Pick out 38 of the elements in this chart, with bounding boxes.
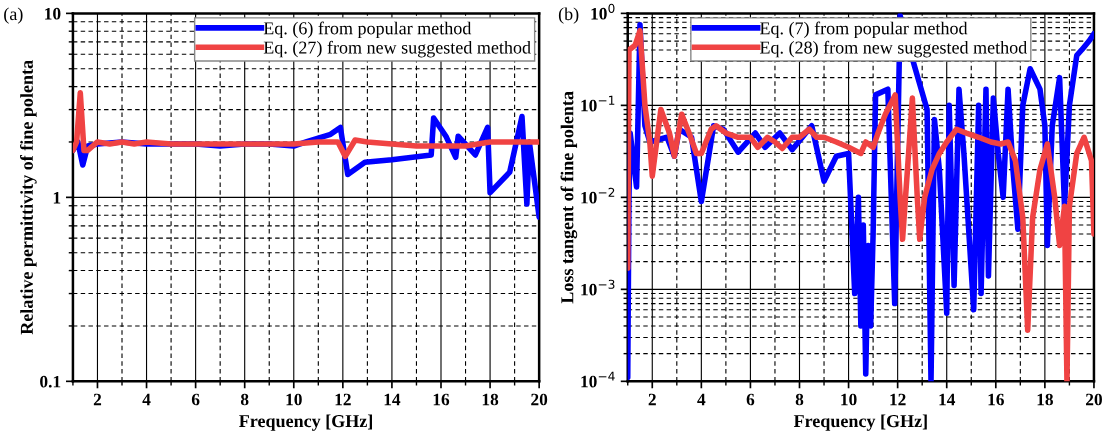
x-tick-label: 10 bbox=[286, 393, 302, 406]
legend-label: Eq. (27) from new suggested method bbox=[263, 40, 531, 58]
y-tick-label: 0.1 bbox=[40, 375, 61, 388]
legend-label: Eq. (7) from popular method bbox=[759, 21, 968, 39]
x-tick-label: 10 bbox=[841, 393, 857, 406]
x-tick-label: 14 bbox=[939, 393, 956, 406]
x-tick-label: 4 bbox=[142, 393, 151, 406]
x-tick-label: 12 bbox=[890, 393, 906, 406]
y-tick-label: 10$^{−1}$ bbox=[581, 95, 615, 112]
y-tick-label: 10 bbox=[45, 7, 61, 20]
y-tick-label: 1 bbox=[53, 191, 61, 204]
x-axis-title: Frequency [GHz] bbox=[793, 414, 927, 431]
x-tick-label: 16 bbox=[988, 393, 1004, 406]
legend-label: Eq. (6) from popular method bbox=[263, 21, 472, 39]
x-tick-label: 4 bbox=[697, 393, 706, 406]
text: (a) bbox=[4, 7, 23, 24]
x-tick-label: 14 bbox=[384, 393, 401, 406]
x-tick-label: 18 bbox=[482, 393, 499, 406]
x-tick-label: 6 bbox=[191, 393, 200, 406]
y-axis-title: Loss tangent of fine polenta bbox=[560, 91, 578, 304]
legend-label: Eq. (28) from new suggested method bbox=[759, 40, 1027, 58]
x-tick-label: 2 bbox=[93, 393, 102, 406]
y-tick-label: 10$^{−3}$ bbox=[581, 279, 615, 296]
x-tick-label: 18 bbox=[1037, 393, 1053, 406]
x-tick-label: 6 bbox=[746, 393, 755, 406]
y-tick-label: 10$^{−2}$ bbox=[581, 187, 615, 204]
x-tick-label: 12 bbox=[335, 393, 351, 406]
x-tick-label: 2 bbox=[648, 393, 656, 406]
y-tick-label: 10$^{−4}$ bbox=[581, 371, 615, 388]
x-tick-label: 20 bbox=[1086, 393, 1102, 406]
x-tick-label: 8 bbox=[240, 393, 249, 406]
x-tick-label: 16 bbox=[433, 393, 450, 406]
x-axis-title: Frequency [GHz] bbox=[239, 414, 372, 431]
y-tick-label: 10$^{0}$ bbox=[591, 3, 615, 20]
x-tick-label: 8 bbox=[795, 393, 804, 406]
y-axis-title: Relative permittivity of fine polenta bbox=[20, 60, 37, 335]
text: (b) bbox=[558, 7, 579, 24]
x-tick-label: 20 bbox=[531, 393, 548, 406]
